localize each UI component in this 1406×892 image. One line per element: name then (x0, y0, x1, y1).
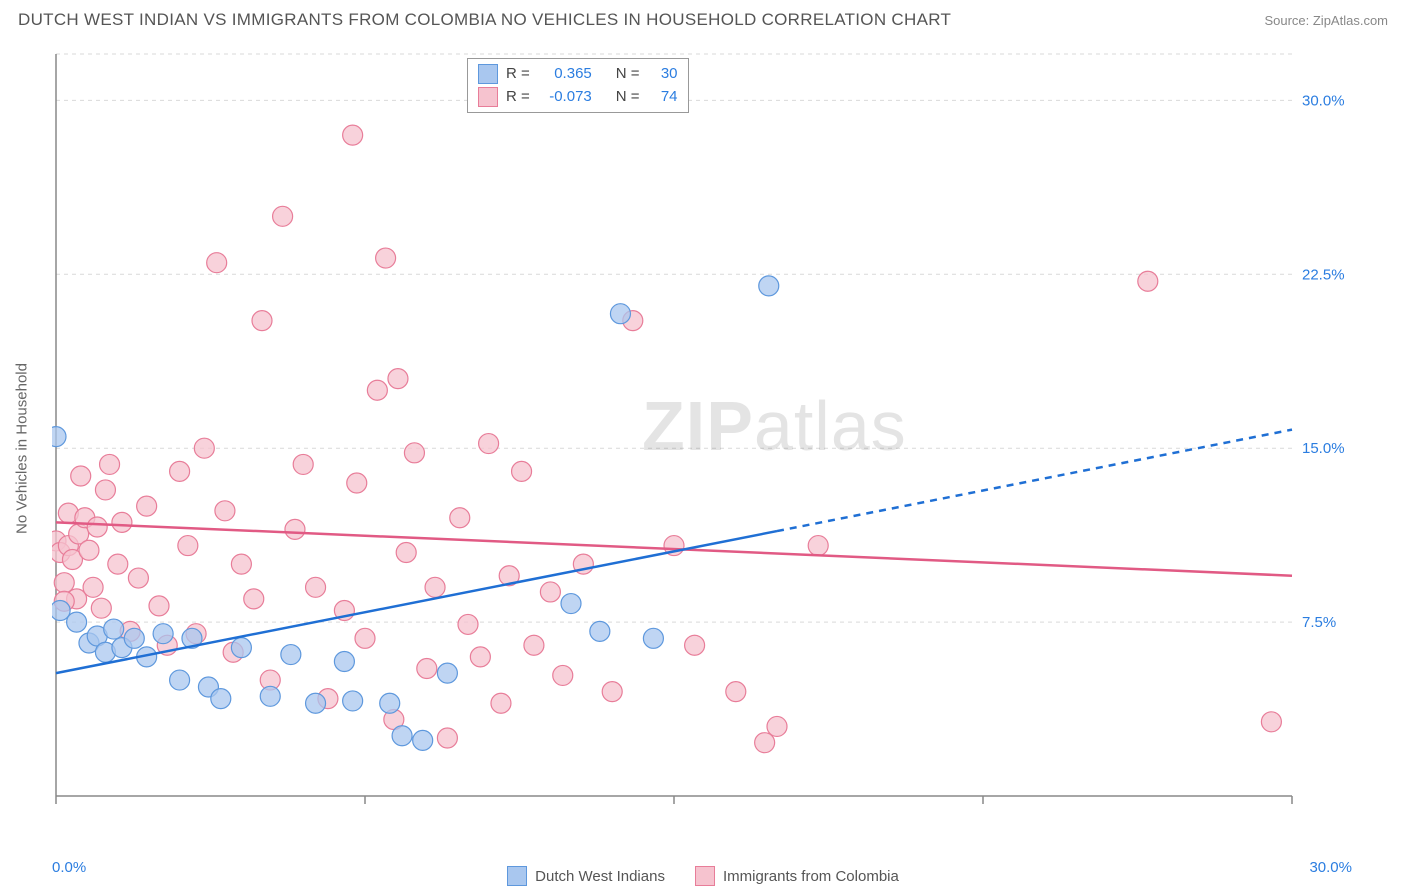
svg-text:22.5%: 22.5% (1302, 266, 1345, 283)
x-axis-min-label: 0.0% (52, 859, 86, 876)
stat-r-value-1: 0.365 (538, 63, 592, 86)
chart-header: DUTCH WEST INDIAN VS IMMIGRANTS FROM COL… (0, 0, 1406, 36)
y-axis-label: No Vehicles in Household (14, 363, 31, 534)
legend-label-1: Dutch West Indians (535, 868, 665, 885)
stat-r-label-1: R = (506, 63, 530, 86)
stat-r-value-2: -0.073 (538, 86, 592, 109)
svg-text:15.0%: 15.0% (1302, 440, 1345, 457)
swatch-series1-icon (478, 64, 498, 84)
bottom-legend: 0.0% Dutch West Indians Immigrants from … (0, 866, 1406, 886)
stats-legend-box: R = 0.365 N = 30 R = -0.073 N = 74 (467, 58, 689, 113)
x-axis-max-label: 30.0% (1309, 859, 1352, 876)
stats-row-1: R = 0.365 N = 30 (478, 63, 678, 86)
stat-r-label-2: R = (506, 86, 530, 109)
stat-n-value-1: 30 (648, 63, 678, 86)
legend-label-2: Immigrants from Colombia (723, 868, 899, 885)
legend-swatch-1-icon (507, 866, 527, 886)
legend-swatch-2-icon (695, 866, 715, 886)
scatter-plot-svg: 7.5% 15.0% 22.5% 30.0% (52, 46, 1352, 826)
stat-n-label-2: N = (616, 86, 640, 109)
svg-text:7.5%: 7.5% (1302, 614, 1336, 631)
stat-n-value-2: 74 (648, 86, 678, 109)
stats-row-2: R = -0.073 N = 74 (478, 86, 678, 109)
legend-item-1: Dutch West Indians (507, 866, 665, 886)
stat-n-label-1: N = (616, 63, 640, 86)
legend-item-2: Immigrants from Colombia (695, 866, 899, 886)
chart-area: 7.5% 15.0% 22.5% 30.0% R = 0.365 N = 30 R =… (52, 46, 1352, 826)
svg-text:30.0%: 30.0% (1302, 92, 1345, 109)
swatch-series2-icon (478, 87, 498, 107)
chart-source: Source: ZipAtlas.com (1264, 13, 1388, 28)
chart-title: DUTCH WEST INDIAN VS IMMIGRANTS FROM COL… (18, 10, 951, 30)
